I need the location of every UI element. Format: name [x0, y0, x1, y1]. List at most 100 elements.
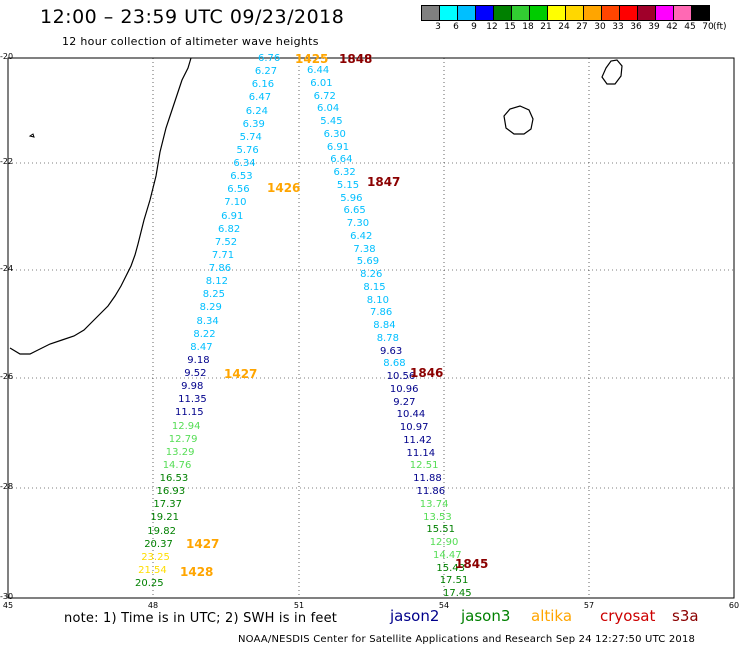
swh-value: 12.51 — [409, 460, 439, 472]
scale-label: 21 — [540, 22, 552, 32]
swh-value: 9.18 — [187, 354, 210, 366]
swh-value: 8.10 — [366, 294, 389, 306]
scale-swatch — [512, 6, 530, 20]
pass-time-label: 1426 — [267, 181, 301, 195]
swh-value: 6.30 — [323, 128, 346, 140]
reunion-island — [503, 105, 534, 135]
swh-value: 6.32 — [333, 167, 356, 178]
pass-time-label: 1425 — [295, 52, 329, 66]
footnote: note: 1) Time is in UTC; 2) SWH is in fe… — [64, 611, 338, 626]
scale-label: 12 — [486, 22, 498, 32]
swh-value: 7.38 — [353, 243, 376, 255]
swh-value: 11.88 — [413, 473, 442, 485]
swh-value: 7.10 — [224, 197, 247, 209]
swh-value: 11.35 — [178, 394, 207, 406]
swh-value: 9.27 — [393, 396, 416, 408]
legend-altika: altika — [531, 607, 573, 625]
pass-time-label: 1845 — [455, 557, 489, 571]
swh-value: 8.68 — [383, 358, 406, 370]
scale-swatch — [440, 6, 458, 20]
legend-cryosat: cryosat — [600, 607, 656, 625]
scale-label: 30 — [594, 22, 606, 32]
swh-value: 21.54 — [138, 564, 167, 576]
swh-value: 23.25 — [141, 551, 170, 563]
swh-value: 6.64 — [330, 154, 353, 166]
swh-value: 6.91 — [326, 141, 350, 153]
scale-label: 24 — [558, 22, 570, 32]
latitude-label: -26 — [0, 372, 14, 381]
swh-value: 8.15 — [363, 281, 386, 293]
swh-value: 5.45 — [320, 116, 343, 127]
swh-value: 13.74 — [419, 498, 449, 510]
scale-label: 39 — [648, 22, 660, 32]
latitude-label: -28 — [0, 482, 14, 491]
legend-jason3: jason3 — [461, 607, 511, 625]
pass-time-label: 1428 — [180, 565, 214, 579]
color-scale-unit: (ft) — [713, 22, 727, 32]
swh-value: 8.84 — [373, 320, 396, 332]
small-island — [28, 133, 35, 138]
scale-label: 42 — [666, 22, 678, 32]
swh-value: 5.96 — [340, 192, 363, 204]
pass-time-label: 1848 — [339, 52, 373, 66]
latitude-label: -24 — [0, 264, 14, 273]
scale-label: 15 — [504, 22, 516, 32]
swh-value: 17.51 — [439, 575, 469, 587]
scale-swatch — [674, 6, 692, 20]
swh-value: 6.56 — [227, 184, 250, 196]
swh-value: 8.78 — [376, 332, 399, 344]
scale-label: 27 — [576, 22, 588, 32]
swh-value: 12.94 — [171, 420, 201, 432]
latitude-label: -20 — [0, 52, 14, 61]
swh-value: 8.26 — [360, 269, 383, 281]
legend-jason2: jason2 — [390, 607, 440, 625]
swh-value: 10.96 — [389, 383, 419, 395]
swh-value: 14.76 — [162, 459, 192, 471]
swh-value: 9.52 — [184, 368, 207, 379]
swh-value: 6.53 — [230, 171, 253, 183]
scale-swatch — [638, 6, 656, 20]
swh-value: 11.86 — [416, 486, 446, 497]
longitude-label: 54 — [438, 601, 450, 610]
swh-value: 19.21 — [150, 512, 180, 524]
swh-value: 6.34 — [233, 158, 256, 169]
swh-value: 11.14 — [406, 447, 436, 459]
swh-value: 11.15 — [175, 407, 204, 419]
swh-value: 6.91 — [221, 210, 244, 222]
pass-time-label: 1847 — [367, 175, 401, 189]
swh-value: 7.52 — [214, 236, 238, 248]
swh-value: 6.01 — [310, 77, 333, 89]
latitude-label: -30 — [0, 592, 14, 601]
madagascar-coastline — [9, 57, 192, 355]
swh-value: 6.27 — [254, 66, 278, 78]
swh-value: 8.25 — [202, 289, 225, 301]
scale-swatch — [656, 6, 674, 20]
swh-value: 6.04 — [317, 103, 340, 115]
swh-value: 13.29 — [165, 446, 195, 458]
swh-value: 6.76 — [258, 53, 281, 64]
scale-swatch — [620, 6, 638, 20]
swh-value: 15.43 — [436, 562, 466, 574]
scale-swatch — [692, 6, 709, 20]
swh-value: 10.56 — [386, 371, 416, 383]
scale-swatch — [476, 6, 494, 20]
swh-value: 5.76 — [236, 144, 259, 156]
scale-label: 9 — [471, 22, 477, 32]
swh-value: 9.98 — [181, 381, 204, 393]
swh-value: 6.82 — [218, 223, 241, 235]
longitude-label: 48 — [147, 601, 159, 610]
pass-time-label: 1846 — [410, 366, 444, 380]
swh-value: 6.65 — [343, 205, 366, 217]
scale-swatch — [494, 6, 512, 20]
scale-label: 3 — [435, 22, 441, 32]
swh-value: 20.37 — [144, 538, 173, 550]
swh-value: 11.42 — [403, 434, 432, 446]
swh-value: 14.47 — [433, 549, 462, 561]
scale-label: 18 — [522, 22, 534, 32]
swh-value: 8.34 — [196, 315, 219, 327]
longitude-label: 51 — [293, 601, 305, 610]
map-grid — [8, 58, 734, 598]
swh-value: 10.97 — [399, 422, 429, 434]
longitude-label: 45 — [2, 601, 14, 610]
scale-label: 6 — [453, 22, 459, 32]
